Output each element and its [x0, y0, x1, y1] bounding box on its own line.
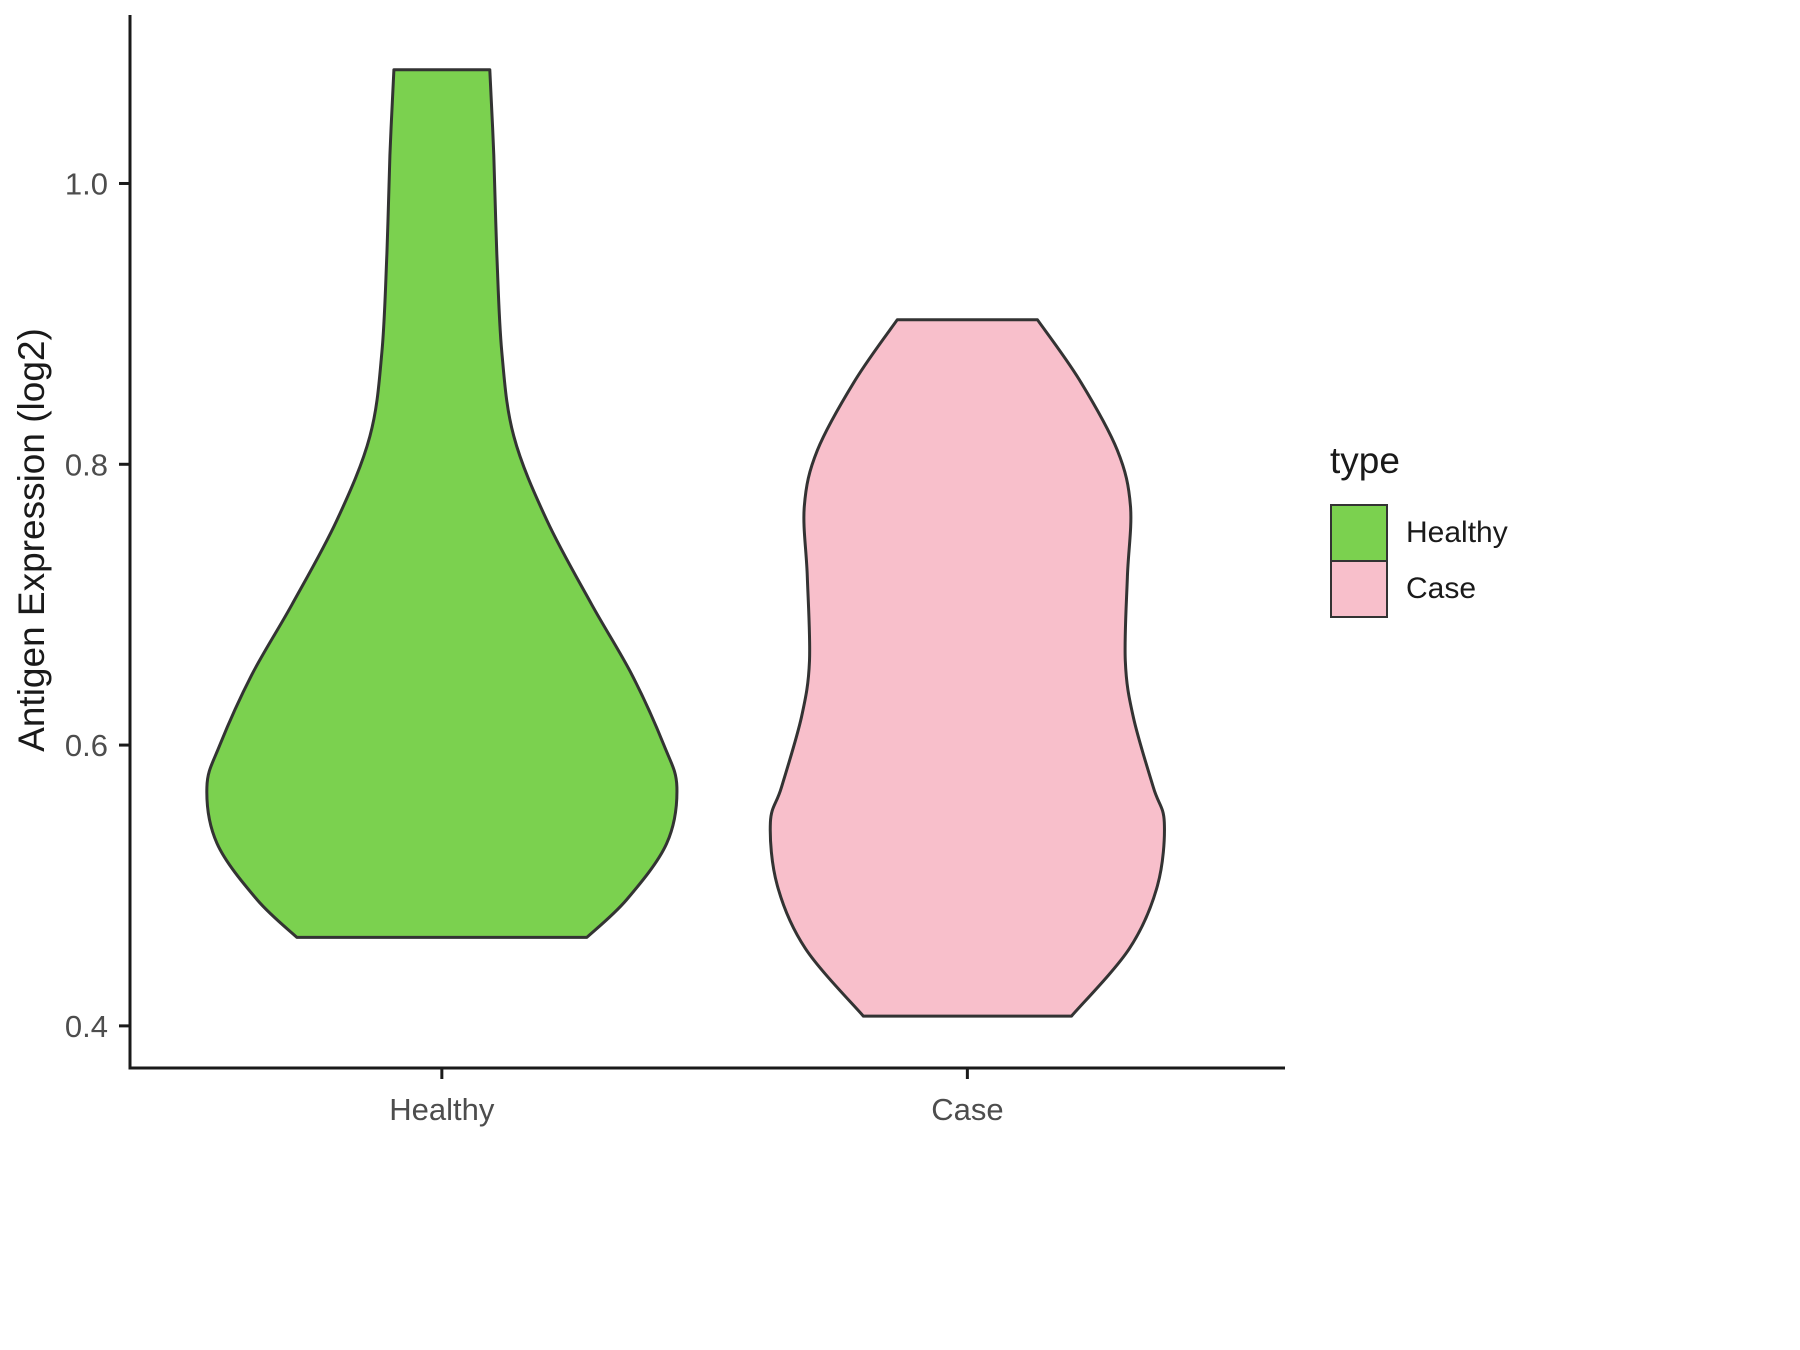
y-tick-label: 0.8: [65, 447, 108, 482]
legend-items: Healthy Case: [1330, 504, 1650, 618]
legend: type Healthy Case: [1330, 440, 1650, 618]
ticks-group: 0.4 0.6 0.8 1.0 Healthy Case: [65, 166, 1004, 1127]
x-tick-label: Case: [931, 1092, 1003, 1127]
x-tick-label: Healthy: [389, 1092, 495, 1127]
legend-label-case: Case: [1406, 572, 1477, 605]
violin-healthy: [205, 68, 679, 939]
legend-item-healthy: Healthy: [1330, 504, 1650, 562]
axes-group: [128, 15, 1285, 1070]
legend-swatch-healthy: [1330, 504, 1388, 562]
legend-title: type: [1330, 440, 1400, 481]
legend-item-case: Case: [1330, 560, 1650, 618]
violin-case: [768, 318, 1166, 1018]
axis-lines: [128, 15, 1285, 1070]
y-axis-title: Antigen Expression (log2): [11, 328, 52, 752]
legend-label-healthy: Healthy: [1406, 516, 1508, 549]
y-tick-label: 0.6: [65, 728, 108, 763]
y-tick-label: 1.0: [65, 166, 108, 201]
y-tick-label: 0.4: [65, 1009, 108, 1044]
legend-swatch-case: [1330, 560, 1388, 618]
violins-group: [205, 68, 1166, 1018]
